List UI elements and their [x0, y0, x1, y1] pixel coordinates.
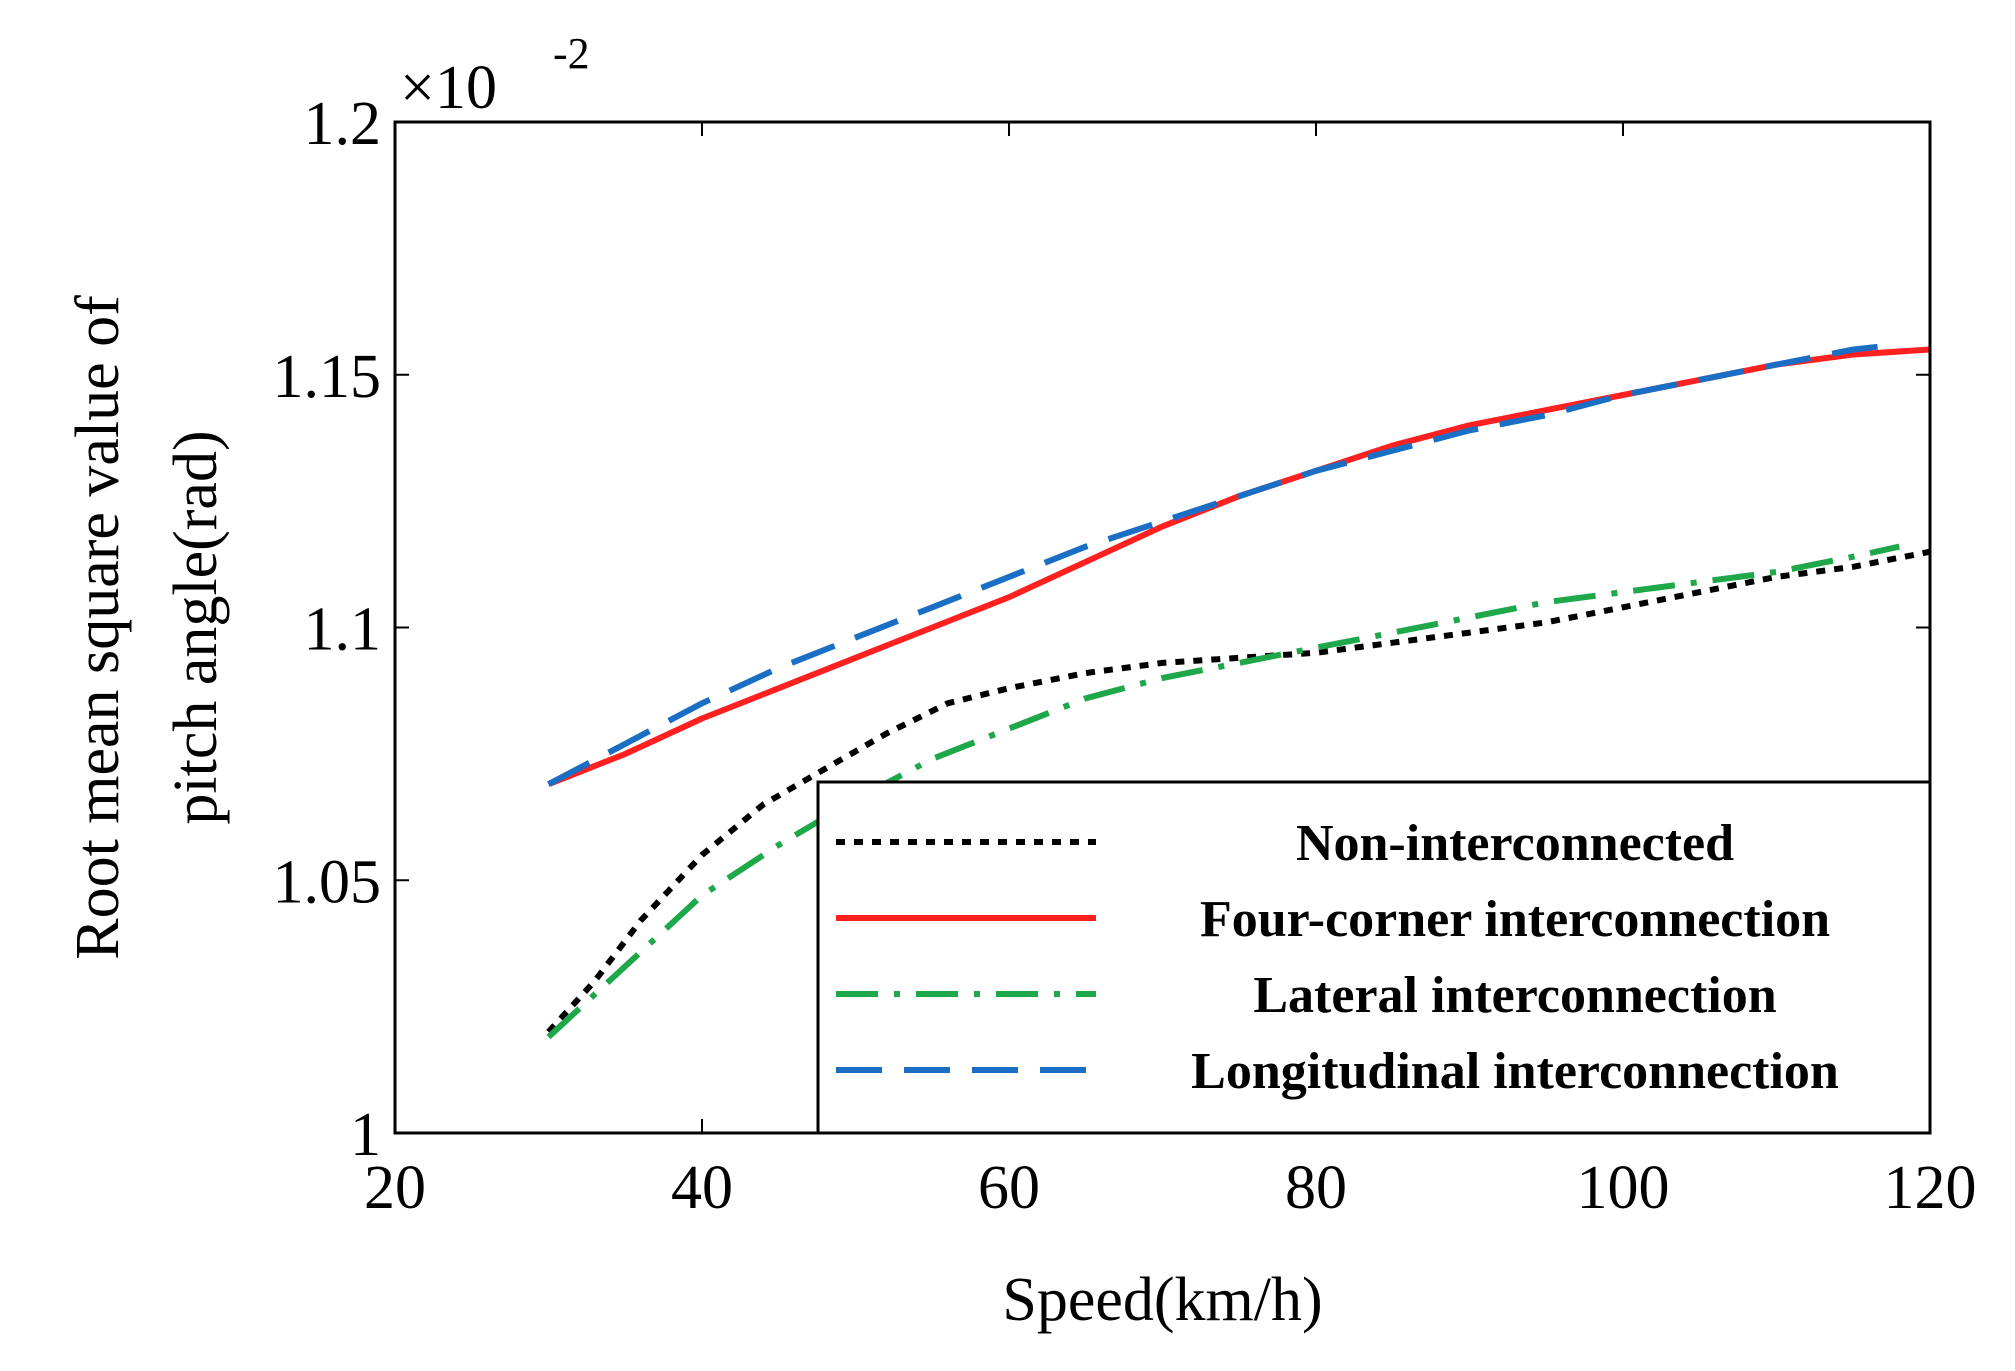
x-tick-label: 20: [364, 1154, 426, 1222]
y-axis-multiplier: ×10: [400, 54, 497, 122]
x-tick-label: 120: [1884, 1154, 1977, 1222]
series-group: [546, 341, 1931, 1040]
x-tick-label: 60: [978, 1154, 1040, 1222]
legend: Non-interconnected Four-corner interconne…: [816, 780, 1932, 1135]
y-tick-label: 1.1: [304, 596, 382, 664]
y-axis-label-line2: pitch angle(rad): [162, 430, 230, 824]
y-axis-label-line1: Root mean square value of: [64, 295, 132, 960]
ticks-group: 20 40 60 80 100 120 1 1.05 1.1 1.15 1.2: [273, 90, 1977, 1222]
y-axis-multiplier-exponent: -2: [553, 29, 590, 78]
legend-label-4: Longitudinal interconnection: [1191, 1043, 1839, 1100]
x-tick-label: 100: [1577, 1154, 1670, 1222]
legend-label-2: Four-corner interconnection: [1200, 891, 1830, 948]
y-tick-label: 1.2: [304, 90, 382, 158]
x-tick-label: 40: [671, 1154, 733, 1222]
x-axis-label: Speed(km/h): [1002, 1266, 1322, 1334]
legend-label-3: Lateral interconnection: [1253, 967, 1776, 1024]
legend-label-1: Non-interconnected: [1296, 815, 1734, 872]
y-tick-label: 1.15: [273, 343, 382, 411]
series-line-3: [546, 543, 1900, 1040]
x-tick-label: 80: [1285, 1154, 1347, 1222]
series-line-1: [546, 548, 1931, 1034]
y-tick-label: 1.05: [273, 848, 382, 916]
y-tick-label: 1: [350, 1101, 381, 1169]
series-line-4: [547, 341, 1900, 787]
